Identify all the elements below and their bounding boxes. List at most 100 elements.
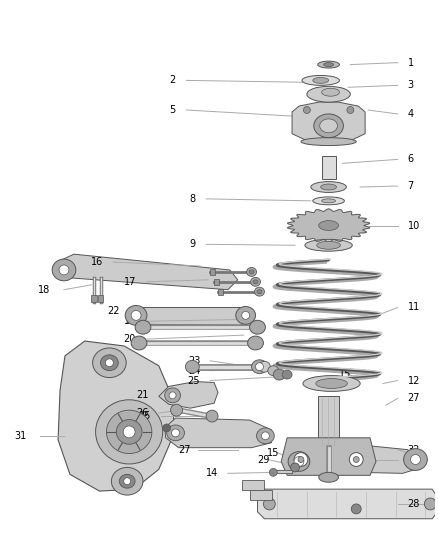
Text: 27: 27 (408, 393, 420, 403)
Ellipse shape (119, 474, 135, 488)
Ellipse shape (249, 270, 254, 274)
Ellipse shape (351, 504, 361, 514)
Polygon shape (165, 418, 271, 448)
Bar (321, 156, 336, 179)
Text: 12: 12 (408, 376, 420, 385)
Ellipse shape (125, 305, 147, 325)
Text: 1: 1 (408, 58, 414, 68)
Ellipse shape (424, 498, 436, 510)
Ellipse shape (269, 469, 277, 477)
Ellipse shape (316, 378, 347, 389)
Ellipse shape (257, 290, 262, 294)
Ellipse shape (294, 453, 308, 466)
Text: 7: 7 (408, 181, 414, 191)
Ellipse shape (59, 265, 69, 275)
Ellipse shape (298, 457, 304, 463)
Ellipse shape (247, 336, 263, 350)
Ellipse shape (95, 400, 163, 464)
Ellipse shape (318, 61, 339, 68)
Ellipse shape (92, 348, 126, 377)
Text: 2: 2 (170, 75, 176, 85)
Ellipse shape (350, 453, 363, 466)
Polygon shape (250, 490, 272, 500)
Ellipse shape (404, 449, 427, 471)
Polygon shape (54, 254, 238, 290)
Ellipse shape (257, 428, 274, 444)
Ellipse shape (319, 472, 339, 482)
Ellipse shape (301, 138, 356, 146)
Bar (318, 397, 339, 448)
Text: 24: 24 (188, 366, 200, 376)
Ellipse shape (263, 498, 275, 510)
Ellipse shape (258, 361, 270, 372)
Ellipse shape (353, 457, 359, 463)
Ellipse shape (250, 320, 265, 334)
Ellipse shape (314, 114, 343, 138)
Text: 8: 8 (189, 194, 195, 204)
Ellipse shape (288, 451, 310, 471)
Text: 15: 15 (339, 369, 351, 378)
Text: 23: 23 (188, 356, 200, 366)
Polygon shape (285, 446, 417, 473)
Ellipse shape (124, 478, 131, 484)
Text: 16: 16 (91, 257, 103, 267)
Ellipse shape (304, 107, 311, 114)
Ellipse shape (311, 182, 346, 192)
Text: 31: 31 (14, 431, 26, 441)
Polygon shape (242, 480, 265, 490)
Ellipse shape (305, 239, 352, 251)
Ellipse shape (282, 370, 292, 379)
Ellipse shape (251, 277, 261, 286)
Ellipse shape (165, 388, 180, 403)
Ellipse shape (117, 419, 142, 444)
Text: 9: 9 (189, 239, 195, 249)
Ellipse shape (131, 336, 147, 350)
Ellipse shape (242, 311, 250, 319)
Ellipse shape (319, 221, 339, 230)
Ellipse shape (268, 366, 279, 376)
Bar (214, 279, 219, 285)
Polygon shape (292, 102, 365, 142)
Polygon shape (258, 489, 437, 519)
Polygon shape (281, 438, 376, 475)
Ellipse shape (123, 426, 135, 438)
Text: 19: 19 (124, 316, 136, 326)
Ellipse shape (261, 432, 269, 440)
Ellipse shape (111, 467, 143, 495)
Bar (218, 289, 223, 295)
Ellipse shape (290, 463, 300, 472)
Ellipse shape (302, 76, 339, 85)
Text: 21: 21 (137, 390, 149, 400)
Text: 18: 18 (38, 285, 50, 295)
Text: 15: 15 (267, 448, 280, 458)
Ellipse shape (294, 457, 304, 466)
Ellipse shape (171, 404, 183, 416)
Ellipse shape (313, 197, 344, 205)
Polygon shape (58, 341, 173, 491)
Ellipse shape (255, 363, 263, 370)
Ellipse shape (52, 259, 76, 281)
Ellipse shape (347, 107, 354, 114)
Ellipse shape (317, 241, 340, 249)
Ellipse shape (324, 62, 333, 67)
Ellipse shape (169, 392, 176, 399)
Ellipse shape (321, 88, 339, 96)
Ellipse shape (307, 86, 350, 102)
Ellipse shape (131, 310, 141, 320)
Ellipse shape (101, 355, 118, 370)
Text: 27: 27 (178, 445, 191, 455)
Ellipse shape (106, 410, 152, 454)
Text: 22: 22 (107, 306, 119, 317)
Text: 15: 15 (138, 411, 151, 421)
Text: 6: 6 (408, 155, 414, 164)
Text: 29: 29 (258, 455, 270, 465)
Text: 25: 25 (188, 376, 200, 385)
Ellipse shape (410, 455, 420, 464)
Ellipse shape (321, 184, 336, 190)
Ellipse shape (253, 280, 258, 284)
Text: 14: 14 (206, 469, 218, 478)
Ellipse shape (313, 77, 328, 83)
Ellipse shape (135, 320, 151, 334)
Bar (91, 295, 96, 302)
Ellipse shape (247, 268, 257, 277)
